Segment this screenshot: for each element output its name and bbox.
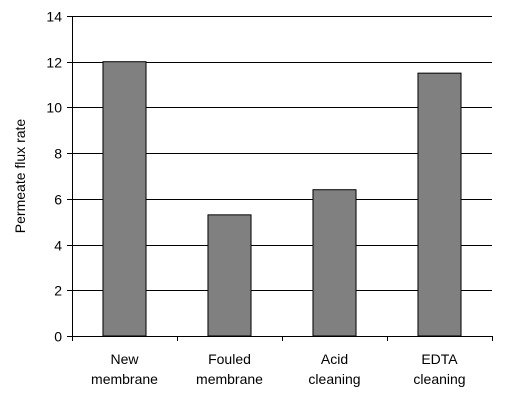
y-tick-labels: 0 2 4 6 8 10 12 14 bbox=[46, 9, 62, 345]
axes bbox=[67, 16, 493, 341]
y-axis-title: Permeate flux rate bbox=[12, 119, 28, 234]
bar bbox=[417, 72, 462, 337]
y-tick-label: 4 bbox=[54, 238, 62, 254]
y-tick-label: 2 bbox=[54, 283, 62, 299]
x-category-labels: New membrane Fouled membrane Acid cleaning EDT… bbox=[91, 351, 466, 387]
x-category-label: EDTA cleaning bbox=[413, 351, 465, 387]
bars bbox=[102, 61, 462, 337]
y-tick-label: 8 bbox=[54, 146, 62, 162]
x-category-label: Acid cleaning bbox=[308, 351, 360, 387]
bar bbox=[102, 61, 147, 337]
y-tick-label: 14 bbox=[46, 9, 62, 25]
y-tick-label: 12 bbox=[46, 55, 62, 71]
x-category-label: Fouled membrane bbox=[196, 351, 263, 387]
y-tick-label: 0 bbox=[54, 329, 62, 345]
bar bbox=[207, 214, 252, 337]
bar bbox=[312, 189, 357, 337]
x-category-label: New membrane bbox=[91, 351, 158, 387]
y-tick-label: 6 bbox=[54, 192, 62, 208]
y-tick-label: 10 bbox=[46, 100, 62, 116]
